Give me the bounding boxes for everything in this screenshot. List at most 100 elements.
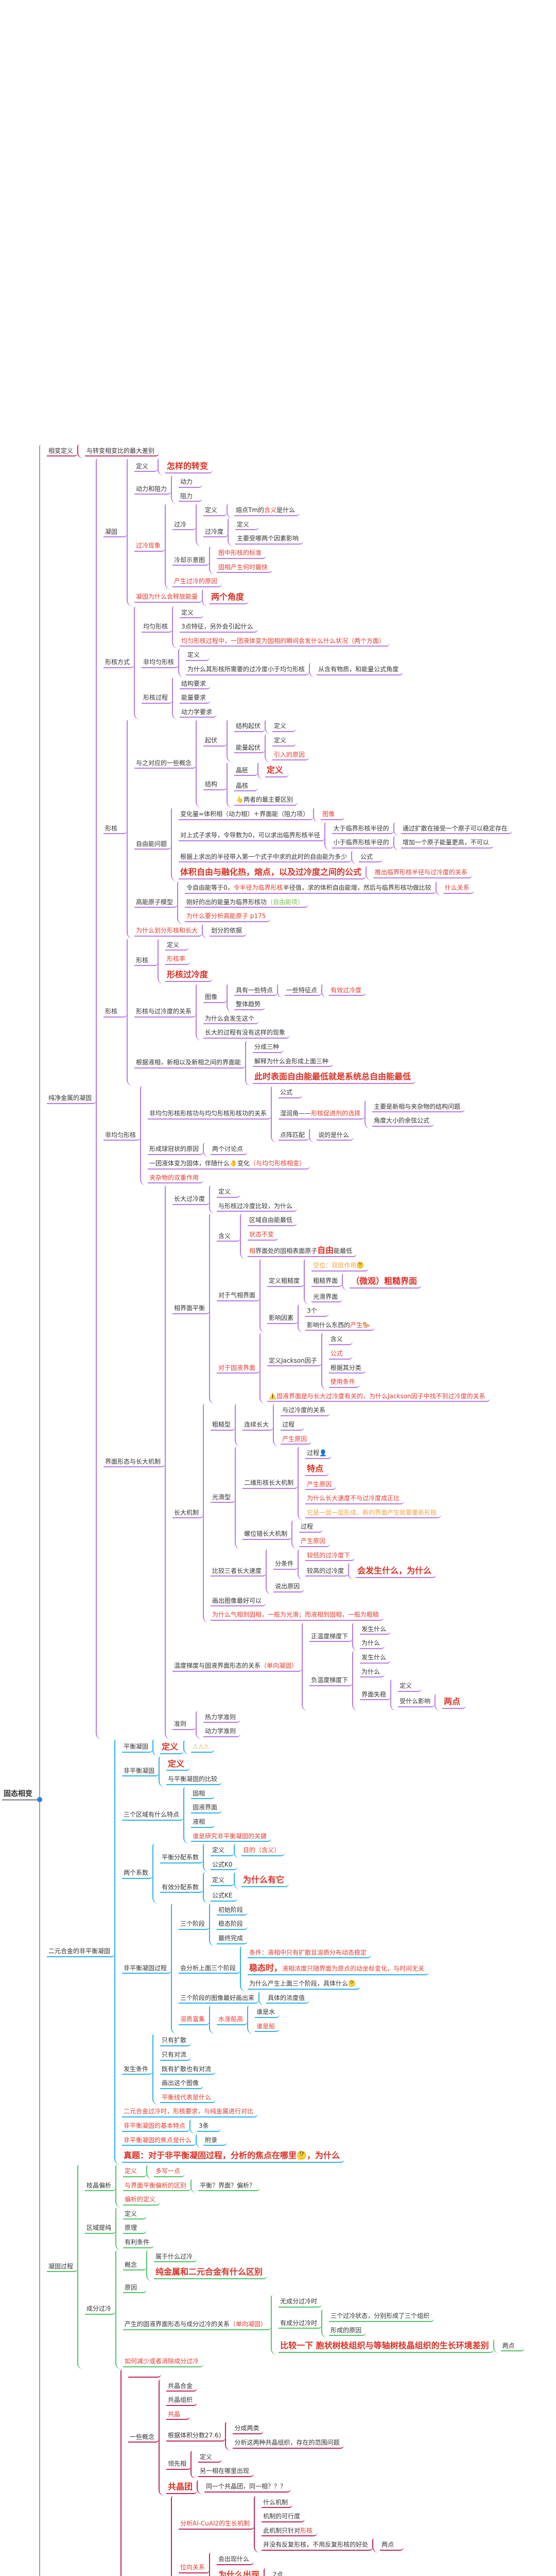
node-label[interactable]: 产生原因 (281, 1435, 312, 1445)
node-label[interactable]: 图像 (203, 993, 228, 1003)
node-label[interactable]: 凝固 (103, 528, 128, 538)
node-label[interactable]: 自由能问题 (134, 840, 172, 850)
node-label[interactable]: ⚠️固液界面是与长大过冷度有关的，为什么Jackson因子中找不到过冷度的关系 (267, 1392, 490, 1402)
node-label[interactable]: 三个阶段 (179, 1920, 210, 1930)
node-label[interactable]: 为什么会发生这个 (203, 1014, 259, 1025)
node-label[interactable]: （微观）粗糙界面 (350, 1276, 422, 1289)
node-label[interactable]: 公式K0 (211, 1860, 237, 1871)
node-label[interactable]: 共晶团 (166, 2481, 198, 2494)
node-label[interactable]: 分条件 (273, 1560, 299, 1570)
node-label[interactable]: 湿润角——形核促进剂的选择 (279, 1109, 366, 1120)
node-label[interactable]: 两点 (380, 2540, 404, 2551)
node-label[interactable]: 三个阶段的图像最好画出来 (179, 1994, 259, 2004)
node-label[interactable]: 发生什么 (360, 1653, 391, 1664)
node-label[interactable]: 一团液体变为固体，伴随什么🤚变化（与均匀形核相变） (148, 1159, 310, 1170)
node-label[interactable]: 长大的过程有没有这样的现象 (203, 1028, 290, 1039)
node-label[interactable]: 具体的浓度值 (266, 1994, 310, 2004)
node-label[interactable]: 螺位错长大机制 (242, 1530, 292, 1540)
node-label[interactable]: 2点 (271, 2570, 295, 2576)
node-label[interactable]: 根据上求出的半径带入第一个式子中求的此时的自由能为多少 (179, 853, 352, 863)
node-label[interactable]: 非均匀形核 (142, 658, 179, 668)
node-label[interactable]: 定义 (398, 1682, 422, 1692)
node-label[interactable]: 界面形态与长大机制 (103, 1458, 166, 1468)
node-label[interactable]: 定义 (235, 520, 259, 531)
node-label[interactable]: 冷却示意图 (172, 556, 210, 566)
node-label[interactable]: 定义 (165, 941, 189, 951)
node-label[interactable]: 三个区域有什么特点 (122, 1810, 184, 1821)
node-label[interactable]: 两个讨论点 (211, 1145, 248, 1155)
node-label[interactable]: 形核方式 (103, 658, 135, 668)
node-label[interactable]: 增加一个原子能量更高，不可以 (401, 838, 494, 849)
node-label[interactable]: 成分过冷 (85, 2304, 116, 2315)
node-label[interactable]: 晶胚 (234, 766, 258, 776)
node-label[interactable]: 共晶组织 (166, 2396, 198, 2406)
node-label[interactable]: 能量起伏 (234, 743, 266, 754)
root-topic-label[interactable]: 固态相变 (2, 1789, 42, 1803)
node-label[interactable]: 均匀形核过程中，一团液体变为固相的瞬间会发什么什么状况（两个方面） (180, 637, 390, 647)
node-label[interactable]: 非平衡凝固 (122, 1767, 160, 1777)
node-label[interactable]: 引入的原因 (272, 751, 310, 761)
node-label[interactable]: 状态不变 (248, 1230, 279, 1241)
node-label[interactable]: 分析Al-CuAl2的生长机制 (179, 2519, 255, 2530)
node-label[interactable]: 如何减少或者消除成分过冷 (123, 2357, 204, 2367)
node-label[interactable]: 相界面平衡 (172, 1304, 210, 1314)
node-label[interactable]: 刚好的出的能量为临界形核功（自由能项） (185, 898, 309, 908)
node-label[interactable]: 共晶合金 (166, 2382, 198, 2392)
node-label[interactable]: 发生条件 (122, 2065, 153, 2075)
node-label[interactable]: 形核率 (165, 955, 190, 965)
node-label[interactable]: 为什么有它 (241, 1874, 289, 1888)
node-label[interactable]: 动力学要求 (180, 708, 217, 718)
node-label[interactable]: 纯金属和二元合金有什么区别 (154, 2266, 268, 2279)
node-label[interactable]: 高能原子模型 (134, 898, 178, 908)
node-label[interactable]: 为什么划分形核和长大 (134, 926, 203, 937)
node-label[interactable]: 定义 (123, 2167, 147, 2177)
node-label[interactable]: 说出原因 (273, 1582, 305, 1592)
node-label[interactable]: 另一相在哪里出现 (198, 2467, 254, 2477)
node-label[interactable]: 平衡分配系数 (160, 1853, 204, 1863)
node-label[interactable]: 含义 (217, 1232, 241, 1242)
node-label[interactable]: 为什么 (360, 1639, 385, 1649)
node-label[interactable]: 定义 (160, 1741, 184, 1754)
node-label[interactable]: 定义 (180, 608, 204, 619)
node-label[interactable]: 谁是水 (255, 2008, 280, 2018)
branch-topic-label[interactable]: 二元合金的非平衡凝固 (47, 1947, 115, 1957)
node-label[interactable]: 公式 (359, 853, 383, 863)
node-label[interactable]: 与界面平衡偏析的区别 (123, 2181, 192, 2192)
node-label[interactable]: 区域提纯 (85, 2224, 116, 2234)
node-label[interactable]: 此时表面自由能最低就是系统总自由能最低 (253, 1071, 416, 1084)
node-label[interactable]: 非均匀形核形核功与均匀形核形核功的关系 (148, 1109, 272, 1120)
node-label[interactable]: 动力学准则 (203, 1727, 241, 1737)
node-label[interactable]: 原因 (123, 2283, 147, 2294)
node-label[interactable]: 解释为什么会形成上面三种 (253, 1057, 334, 1067)
node-label[interactable]: 位向关系 (179, 2563, 210, 2573)
node-label[interactable]: 热力学准则 (203, 1713, 241, 1723)
node-label[interactable]: 相界面处的固相表面原子自由能最低 (248, 1245, 357, 1258)
node-label[interactable]: 动力 (179, 478, 203, 488)
node-label[interactable]: 平衡线代表是什么 (160, 2093, 216, 2104)
node-label[interactable]: 无成分过冷时 (279, 2297, 322, 2308)
node-label[interactable]: 溶质富集 (179, 2015, 210, 2025)
node-label[interactable]: 从含有物质，和能量公式角度 (317, 665, 404, 675)
node-label[interactable]: 共晶 (166, 2410, 190, 2420)
node-label[interactable]: 为什么长大速度不与过冷度成正比 (305, 1494, 405, 1504)
node-label[interactable]: 长大过冷度 (172, 1195, 210, 1205)
node-label[interactable]: 产生的固液界面形态与成分过冷的关系（单向凝固） (123, 2320, 272, 2331)
node-label[interactable]: 对上式子求导，令导数为0，可以求出临界形核半径 (179, 831, 325, 842)
node-label[interactable]: 为什么出现 (217, 2569, 264, 2576)
node-label[interactable]: 为什么气相到固相，一般为光滑；而液相到固相，一般为粗糙 (211, 1611, 384, 1621)
node-label[interactable]: 形成的原因 (329, 2326, 367, 2336)
node-label[interactable]: 区域自由能最低 (248, 1216, 298, 1226)
node-label[interactable]: 熔点Tm的含义是什么 (234, 506, 300, 516)
node-label[interactable]: 划分的依据 (210, 926, 247, 937)
node-label[interactable]: 平衡凝固 (122, 1742, 153, 1753)
node-label[interactable]: 为什么其形核所需要的过冷度小于均匀形核 (186, 665, 310, 675)
node-label[interactable]: 界面失稳 (360, 1690, 391, 1701)
node-label[interactable]: 过程 (299, 1522, 323, 1533)
node-label[interactable]: 稳态阶段 (217, 1920, 248, 1930)
node-label[interactable]: 受什么影响 (398, 1697, 436, 1707)
node-label[interactable]: 过程 (281, 1420, 305, 1431)
node-label[interactable]: 与转变相变比的最大差别 (85, 447, 160, 457)
node-label[interactable]: 晶核 (234, 782, 258, 792)
node-label[interactable]: 附录 (203, 2136, 228, 2146)
node-label[interactable]: 过冷 (172, 520, 197, 531)
